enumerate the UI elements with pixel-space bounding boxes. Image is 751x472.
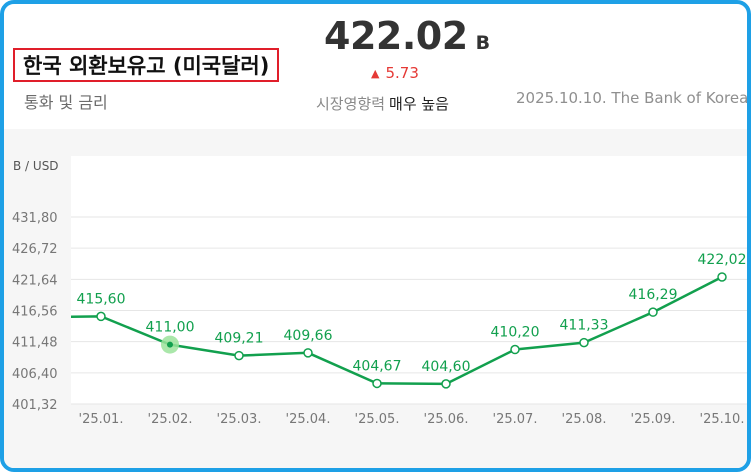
data-point[interactable] — [234, 350, 244, 361]
data-point[interactable] — [303, 348, 313, 358]
data-label: 411,00 — [146, 320, 195, 336]
y-tick-label: 431,80 — [12, 211, 58, 226]
x-tick-label: '25.01. — [79, 412, 124, 427]
value-unit: B — [475, 32, 491, 54]
indicator-title-text: 한국 외환보유고 (미국달러) — [23, 54, 270, 78]
grid-lines — [71, 216, 747, 405]
data-label: 409,66 — [284, 328, 333, 344]
y-tick-label: 406,40 — [12, 367, 58, 382]
data-labels: 415,60 411,00 409,21 409,66 404,67 404,60 410,… — [77, 252, 747, 375]
change-indicator: ▲ 5.73 — [371, 64, 419, 82]
header: 한국 외환보유고 (미국달러) 통화 및 금리 422.02 B ▲ 5.73 … — [4, 4, 749, 129]
data-point[interactable] — [167, 341, 173, 348]
y-tick-label: 401,32 — [12, 398, 58, 413]
data-point[interactable] — [717, 272, 727, 282]
plot-background — [71, 156, 747, 404]
data-label: 422,02 — [698, 252, 747, 268]
data-label: 415,60 — [77, 291, 126, 307]
price-display: 422.02 B — [324, 14, 490, 58]
data-points — [96, 272, 727, 389]
y-axis-unit-label: B / USD — [13, 159, 59, 173]
x-tick-label: '25.08. — [562, 412, 607, 427]
y-tick-label: 411,48 — [12, 336, 58, 351]
market-impact-label: 시장영향력 — [316, 95, 386, 113]
y-tick-label: 416,56 — [12, 305, 58, 320]
x-tick-label: '25.04. — [286, 412, 331, 427]
category-label: 통화 및 금리 — [24, 93, 108, 112]
x-tick-label: '25.09. — [631, 412, 676, 427]
indicator-title[interactable]: 한국 외환보유고 (미국달러) — [13, 48, 280, 82]
x-axis-ticks: '25.01. '25.02. '25.03. '25.04. '25.05. '25.0… — [79, 412, 745, 427]
up-triangle-icon: ▲ — [371, 66, 380, 80]
current-value: 422.02 — [324, 14, 468, 58]
y-tick-label: 421,64 — [12, 273, 58, 288]
x-tick-label: '25.10. — [700, 412, 745, 427]
data-label: 410,20 — [491, 325, 540, 341]
data-label: 409,21 — [215, 331, 264, 347]
x-tick-label: '25.02. — [148, 412, 193, 427]
data-point[interactable] — [579, 337, 589, 348]
y-tick-label: 426,72 — [12, 242, 58, 257]
data-point[interactable] — [648, 307, 658, 317]
x-tick-label: '25.06. — [424, 412, 469, 427]
x-tick-label: '25.07. — [493, 412, 538, 427]
line-chart: 431,80 426,72 421,64 416,56 411,48 406,40 401,… — [12, 156, 747, 427]
data-label: 411,33 — [560, 318, 609, 334]
data-label: 416,29 — [629, 287, 678, 303]
x-tick-label: '25.05. — [355, 412, 400, 427]
data-point[interactable] — [441, 379, 451, 389]
y-axis-ticks: 431,80 426,72 421,64 416,56 411,48 406,40 401,… — [12, 211, 58, 413]
source-date: 2025.10.10. The Bank of Korea — [516, 89, 749, 107]
x-tick-label: '25.03. — [217, 412, 262, 427]
data-label: 404,67 — [353, 358, 402, 374]
data-point[interactable] — [510, 344, 520, 355]
data-point[interactable] — [96, 311, 106, 322]
market-impact-value: 매우 높음 — [389, 95, 449, 113]
change-value: 5.73 — [385, 64, 419, 82]
market-impact: 시장영향력 매우 높음 — [316, 93, 449, 114]
data-point[interactable] — [372, 378, 382, 389]
data-label: 404,60 — [422, 359, 471, 375]
